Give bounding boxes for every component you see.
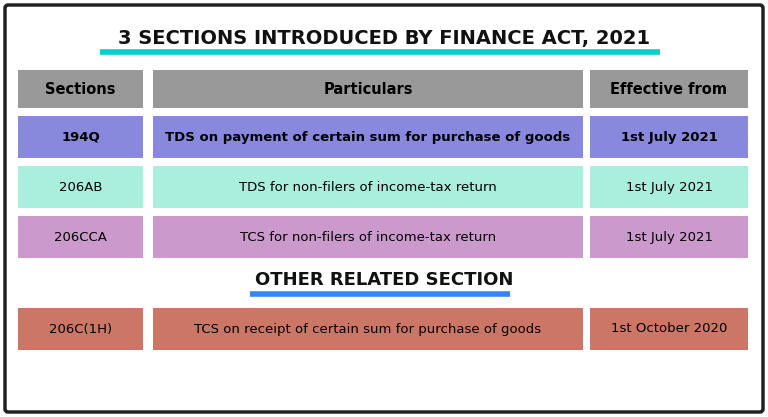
FancyBboxPatch shape <box>18 308 143 350</box>
Text: 1st July 2021: 1st July 2021 <box>621 131 717 143</box>
FancyBboxPatch shape <box>5 5 763 412</box>
Text: 206AB: 206AB <box>58 181 102 193</box>
Text: OTHER RELATED SECTION: OTHER RELATED SECTION <box>255 271 513 289</box>
FancyBboxPatch shape <box>18 166 143 208</box>
FancyBboxPatch shape <box>153 308 583 350</box>
Text: TDS on payment of certain sum for purchase of goods: TDS on payment of certain sum for purcha… <box>165 131 571 143</box>
FancyBboxPatch shape <box>18 116 143 158</box>
Text: Sections: Sections <box>45 81 116 96</box>
Text: 3 SECTIONS INTRODUCED BY FINANCE ACT, 2021: 3 SECTIONS INTRODUCED BY FINANCE ACT, 20… <box>118 28 650 48</box>
FancyBboxPatch shape <box>590 70 748 108</box>
Text: 1st October 2020: 1st October 2020 <box>611 322 727 336</box>
FancyBboxPatch shape <box>590 216 748 258</box>
FancyBboxPatch shape <box>153 70 583 108</box>
FancyBboxPatch shape <box>153 116 583 158</box>
FancyBboxPatch shape <box>590 116 748 158</box>
FancyBboxPatch shape <box>18 70 143 108</box>
FancyBboxPatch shape <box>590 166 748 208</box>
Text: TCS on receipt of certain sum for purchase of goods: TCS on receipt of certain sum for purcha… <box>194 322 541 336</box>
Text: TDS for non-filers of income-tax return: TDS for non-filers of income-tax return <box>239 181 497 193</box>
Text: 206C(1H): 206C(1H) <box>49 322 112 336</box>
Text: 1st July 2021: 1st July 2021 <box>625 181 713 193</box>
Text: 1st July 2021: 1st July 2021 <box>625 231 713 244</box>
Text: TCS for non-filers of income-tax return: TCS for non-filers of income-tax return <box>240 231 496 244</box>
Text: 206CCA: 206CCA <box>54 231 107 244</box>
Text: Particulars: Particulars <box>323 81 412 96</box>
FancyBboxPatch shape <box>18 216 143 258</box>
FancyBboxPatch shape <box>153 166 583 208</box>
FancyBboxPatch shape <box>153 216 583 258</box>
FancyBboxPatch shape <box>590 308 748 350</box>
Text: Effective from: Effective from <box>611 81 727 96</box>
Text: 194Q: 194Q <box>61 131 100 143</box>
